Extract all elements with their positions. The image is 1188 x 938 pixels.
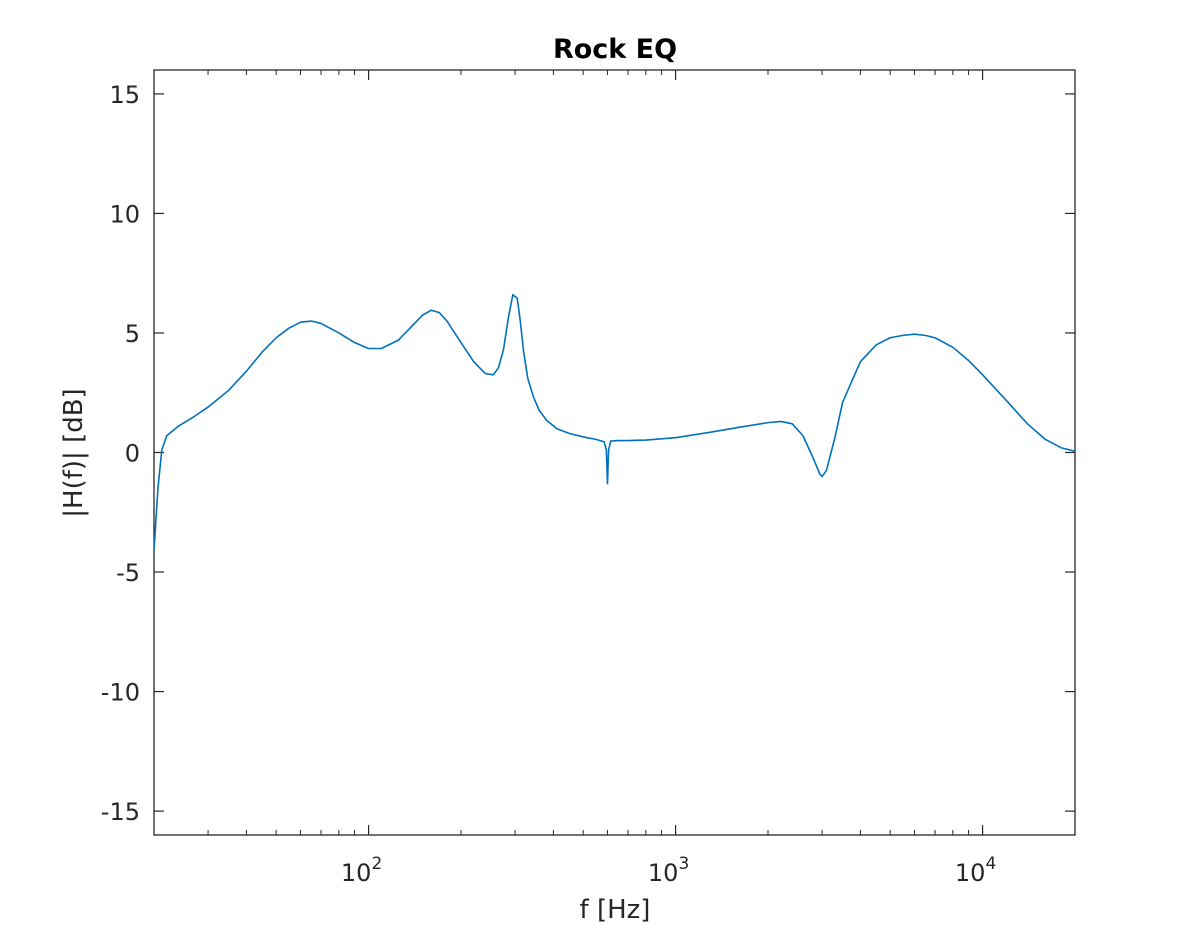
- y-axis-label: |H(f)| [dB]: [59, 388, 89, 517]
- x-axis-label: f [Hz]: [580, 895, 651, 925]
- y-tick-label: 15: [109, 81, 140, 109]
- x-tick-label: 102: [341, 854, 382, 887]
- y-tick-label: 0: [125, 440, 140, 468]
- series-line: [153, 293, 1076, 551]
- x-tick-label: 103: [648, 854, 689, 887]
- y-tick-label: -5: [116, 559, 140, 587]
- y-tick-label: -15: [101, 798, 140, 826]
- y-tick-label: 5: [125, 320, 140, 348]
- plot-area: 15 10 5 0 -5 -10 -15 102 103 104: [101, 69, 1076, 887]
- x-tick-label: 104: [955, 854, 996, 887]
- y-tick-label: -10: [101, 679, 140, 707]
- chart-title: Rock EQ: [553, 34, 677, 65]
- y-tick-label: 10: [109, 200, 140, 228]
